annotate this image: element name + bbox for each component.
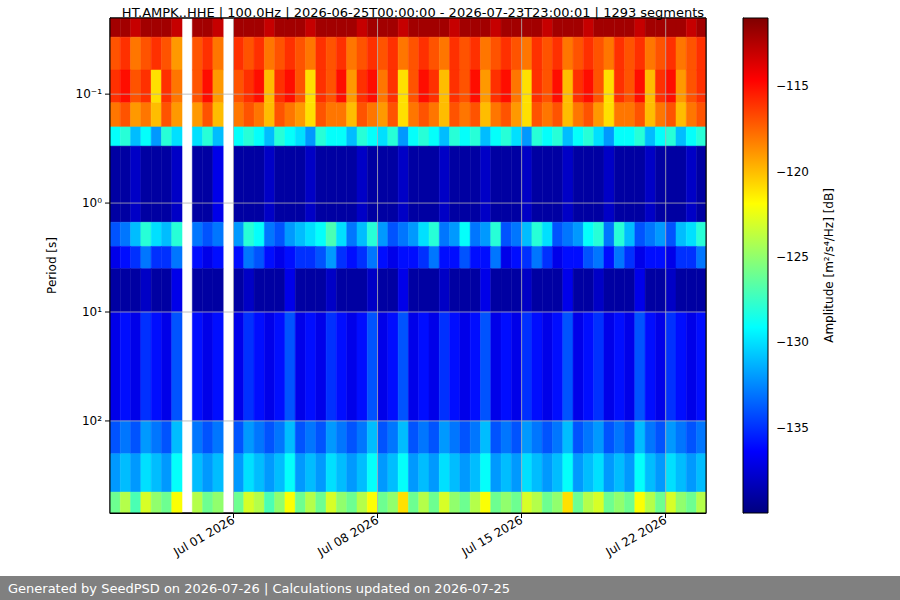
svg-text:−130: −130 — [776, 335, 809, 349]
svg-text:−125: −125 — [776, 250, 809, 264]
svg-text:Jul 15 2026: Jul 15 2026 — [459, 513, 526, 560]
svg-text:10⁰: 10⁰ — [82, 196, 102, 210]
svg-text:10²: 10² — [82, 414, 102, 428]
svg-text:Jul 08 2026: Jul 08 2026 — [314, 513, 381, 560]
svg-text:−115: −115 — [776, 79, 809, 93]
svg-text:HT.AMPK..HHE | 100.0Hz | 2026-: HT.AMPK..HHE | 100.0Hz | 2026-06-25T00:0… — [121, 5, 705, 20]
svg-text:−135: −135 — [776, 421, 809, 435]
svg-text:Jul 22 2026: Jul 22 2026 — [603, 513, 670, 560]
svg-text:10¹: 10¹ — [82, 305, 102, 319]
svg-text:Generated by SeedPSD on 2026-0: Generated by SeedPSD on 2026-07-26 | Cal… — [8, 581, 510, 596]
svg-text:Period [s]: Period [s] — [45, 237, 59, 294]
svg-text:10⁻¹: 10⁻¹ — [76, 87, 103, 101]
svg-text:Jul 01 2026: Jul 01 2026 — [170, 513, 237, 560]
svg-text:−120: −120 — [776, 165, 809, 179]
svg-text:Amplitude [m²/s⁴/Hz] [dB]: Amplitude [m²/s⁴/Hz] [dB] — [822, 188, 836, 343]
